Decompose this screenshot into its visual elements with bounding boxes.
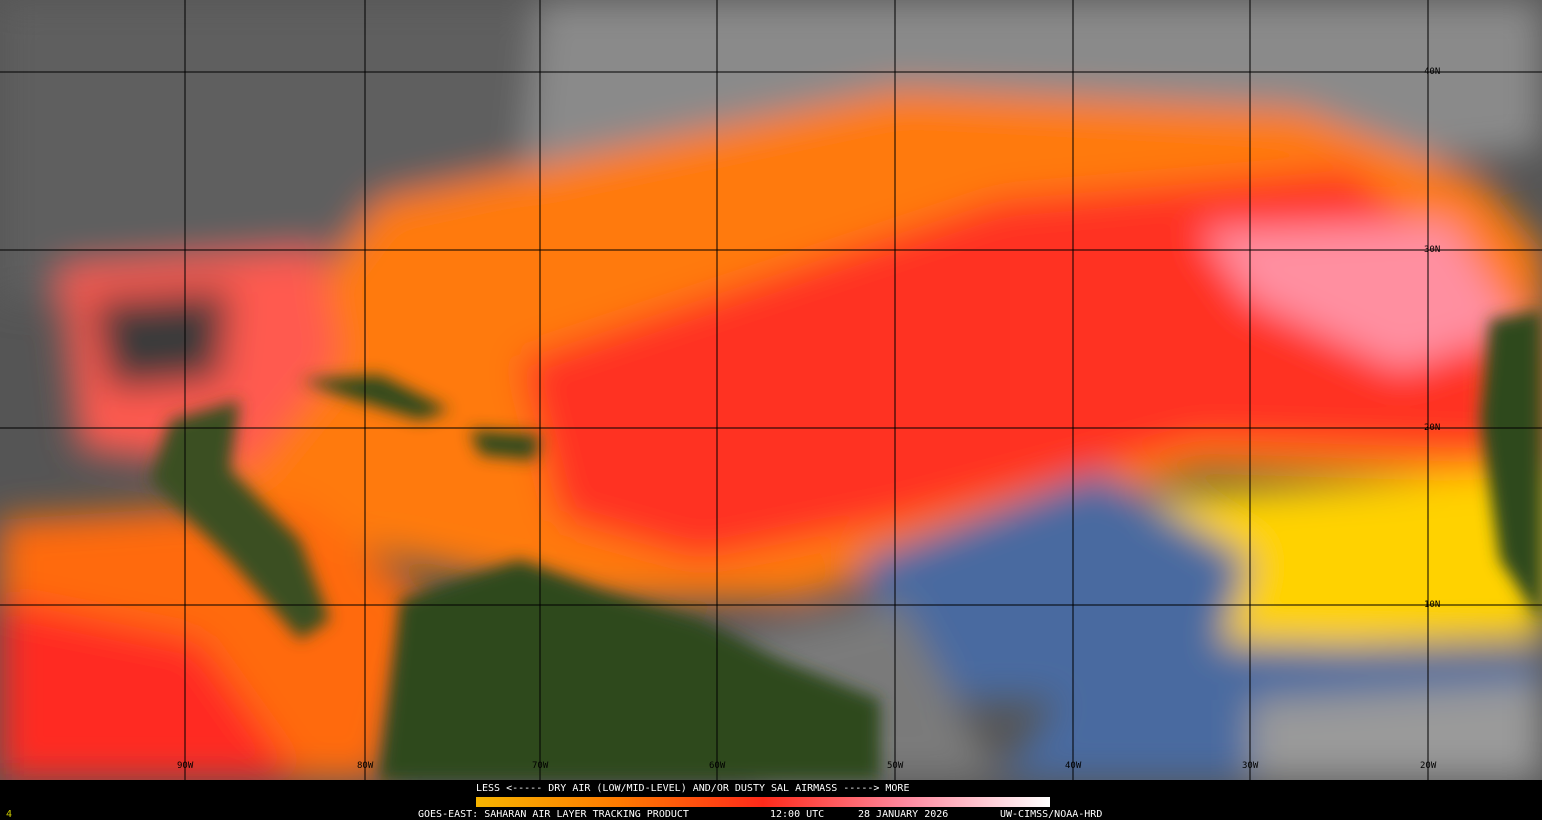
lon-label: 30W — [1242, 761, 1259, 771]
footer-product: GOES-EAST: SAHARAN AIR LAYER TRACKING PR… — [418, 809, 689, 820]
latitude-labels: 40N 30N 20N 10N — [1424, 67, 1440, 610]
legend-panel: LESS <----- DRY AIR (LOW/MID-LEVEL) AND/… — [0, 780, 1542, 820]
lon-label: 70W — [532, 761, 549, 771]
footer-time: 12:00 UTC — [770, 809, 824, 820]
lon-label: 50W — [887, 761, 904, 771]
lat-label: 40N — [1424, 67, 1440, 77]
lat-label: 20N — [1424, 423, 1440, 433]
lon-label: 90W — [177, 761, 194, 771]
legend-text: LESS <----- DRY AIR (LOW/MID-LEVEL) AND/… — [476, 783, 909, 794]
graticule — [0, 0, 1542, 780]
color-bar — [476, 797, 1050, 807]
land — [150, 310, 1542, 780]
footer-credit: UW-CIMSS/NOAA-HRD — [1000, 809, 1102, 820]
footer-date: 28 JANUARY 2026 — [858, 809, 948, 820]
lat-label: 30N — [1424, 245, 1440, 255]
lon-label: 80W — [357, 761, 374, 771]
lon-label: 40W — [1065, 761, 1082, 771]
imagery: 40N 30N 20N 10N 90W 80W 70W 60W 50W 40W … — [0, 0, 1542, 780]
lat-label: 10N — [1424, 600, 1440, 610]
corner-label: 4 — [6, 809, 12, 820]
lon-label: 20W — [1420, 761, 1437, 771]
lon-label: 60W — [709, 761, 726, 771]
longitude-labels: 90W 80W 70W 60W 50W 40W 30W 20W — [177, 761, 1437, 771]
